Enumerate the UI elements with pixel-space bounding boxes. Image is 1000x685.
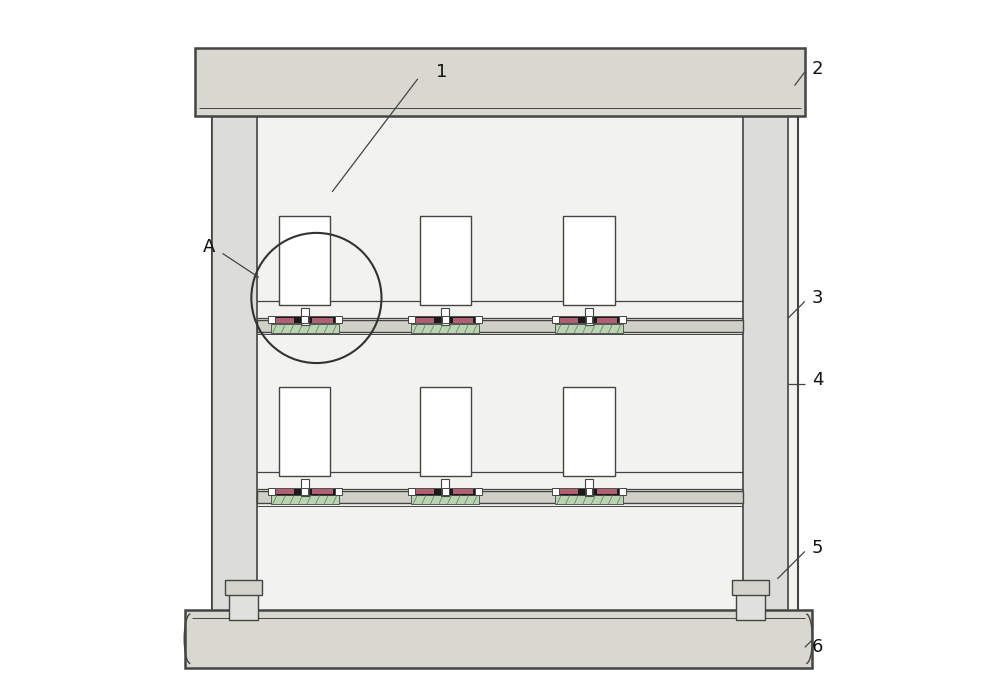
Bar [268, 316, 275, 323]
Bar [279, 216, 330, 305]
Bar [442, 488, 449, 495]
Bar [408, 316, 415, 323]
Bar [301, 308, 309, 325]
Bar [335, 316, 342, 323]
Bar [555, 324, 623, 333]
Bar [558, 318, 578, 323]
Bar [225, 580, 262, 595]
Bar [273, 318, 294, 323]
Bar [312, 489, 333, 494]
Bar [212, 82, 798, 630]
Bar [411, 495, 479, 504]
Text: 4: 4 [812, 371, 823, 389]
Text: A: A [203, 238, 215, 256]
Text: 3: 3 [812, 289, 823, 307]
Bar [597, 489, 617, 494]
Bar [195, 48, 805, 116]
Bar [420, 387, 471, 476]
Bar [555, 495, 623, 504]
Bar [593, 488, 624, 495]
Bar [743, 82, 788, 630]
Bar [185, 610, 812, 668]
Bar [475, 316, 482, 323]
Bar [271, 324, 339, 333]
Bar [273, 489, 294, 494]
Bar [420, 216, 471, 305]
Bar [563, 387, 615, 476]
Bar [554, 488, 585, 495]
Bar [270, 488, 301, 495]
Bar [301, 488, 308, 495]
Bar [585, 308, 593, 325]
Bar [453, 489, 473, 494]
Bar [441, 308, 449, 325]
Bar [552, 488, 559, 495]
Bar [453, 318, 473, 323]
Bar [268, 488, 275, 495]
Bar [552, 316, 559, 323]
Bar [619, 316, 626, 323]
Bar [212, 82, 257, 630]
Bar [558, 489, 578, 494]
Bar [309, 316, 340, 323]
Bar [271, 495, 339, 504]
Bar [257, 320, 743, 332]
Text: 6: 6 [812, 638, 823, 656]
Bar [585, 479, 593, 496]
Bar [410, 316, 441, 323]
Bar [736, 589, 765, 620]
Bar [554, 316, 585, 323]
Bar [563, 216, 615, 305]
Bar [586, 488, 592, 495]
Bar [597, 318, 617, 323]
Bar [732, 580, 769, 595]
Bar [279, 387, 330, 476]
Bar [270, 316, 301, 323]
Bar [414, 318, 434, 323]
Bar [593, 316, 624, 323]
Bar [301, 316, 308, 323]
Text: 1: 1 [436, 63, 447, 81]
Bar [411, 324, 479, 333]
Bar [408, 488, 415, 495]
Bar [442, 316, 449, 323]
Bar [229, 589, 258, 620]
Bar [619, 488, 626, 495]
Bar [335, 488, 342, 495]
Bar [441, 479, 449, 496]
Text: 5: 5 [812, 539, 823, 557]
Text: 2: 2 [812, 60, 823, 77]
Bar [301, 479, 309, 496]
Bar [586, 316, 592, 323]
Bar [312, 318, 333, 323]
Bar [475, 488, 482, 495]
Bar [414, 489, 434, 494]
Bar [449, 316, 480, 323]
Bar [309, 488, 340, 495]
Bar [410, 488, 441, 495]
Bar [257, 491, 743, 503]
Bar [449, 488, 480, 495]
